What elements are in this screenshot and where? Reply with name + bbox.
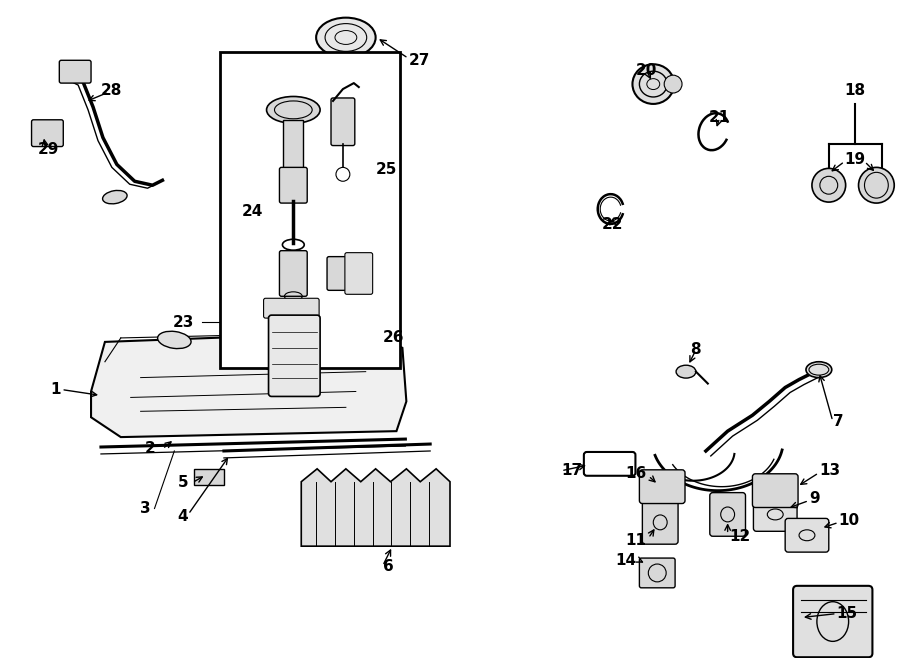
Text: 22: 22	[602, 217, 624, 233]
Text: 19: 19	[844, 152, 865, 167]
Text: 5: 5	[177, 475, 188, 490]
Ellipse shape	[676, 366, 696, 378]
Text: 28: 28	[101, 83, 122, 98]
Text: 10: 10	[839, 513, 860, 528]
FancyBboxPatch shape	[639, 558, 675, 588]
FancyBboxPatch shape	[710, 492, 745, 536]
Polygon shape	[302, 469, 450, 546]
Text: 18: 18	[844, 83, 865, 98]
FancyBboxPatch shape	[268, 315, 320, 397]
Text: 4: 4	[177, 509, 188, 524]
Text: 11: 11	[626, 533, 646, 548]
Text: 23: 23	[173, 315, 194, 330]
FancyBboxPatch shape	[264, 298, 320, 318]
FancyBboxPatch shape	[59, 60, 91, 83]
Text: 9: 9	[809, 491, 820, 506]
Text: 6: 6	[382, 559, 393, 574]
Text: 14: 14	[616, 553, 636, 568]
Circle shape	[859, 167, 895, 203]
Bar	[284, 120, 303, 169]
Ellipse shape	[806, 362, 832, 377]
FancyBboxPatch shape	[643, 500, 678, 544]
Circle shape	[812, 169, 846, 202]
FancyBboxPatch shape	[753, 498, 797, 531]
Ellipse shape	[103, 190, 127, 204]
Ellipse shape	[316, 18, 375, 58]
Ellipse shape	[633, 64, 674, 104]
Text: 1: 1	[50, 382, 61, 397]
Text: 24: 24	[242, 204, 264, 219]
FancyBboxPatch shape	[327, 256, 371, 290]
FancyBboxPatch shape	[279, 251, 307, 296]
Text: 2: 2	[145, 442, 156, 457]
FancyBboxPatch shape	[279, 167, 307, 203]
Text: 13: 13	[819, 463, 840, 479]
Ellipse shape	[158, 331, 191, 348]
FancyBboxPatch shape	[639, 470, 685, 504]
Ellipse shape	[266, 97, 320, 123]
Text: 8: 8	[690, 342, 701, 358]
Text: 7: 7	[832, 414, 843, 429]
FancyBboxPatch shape	[752, 474, 798, 508]
Text: 15: 15	[837, 606, 858, 621]
FancyBboxPatch shape	[331, 98, 355, 145]
FancyBboxPatch shape	[345, 253, 373, 294]
Circle shape	[336, 167, 350, 181]
Text: 16: 16	[626, 466, 646, 481]
FancyBboxPatch shape	[32, 120, 63, 147]
Bar	[194, 469, 224, 485]
FancyBboxPatch shape	[785, 518, 829, 552]
Text: 26: 26	[382, 330, 404, 346]
Text: 3: 3	[140, 501, 150, 516]
Text: 20: 20	[635, 63, 657, 78]
Circle shape	[664, 75, 682, 93]
Text: 29: 29	[38, 142, 58, 157]
Ellipse shape	[257, 343, 315, 373]
Bar	[220, 52, 400, 368]
Text: 25: 25	[375, 162, 397, 177]
Polygon shape	[91, 332, 407, 437]
Text: 21: 21	[709, 110, 730, 126]
Text: 12: 12	[730, 529, 751, 544]
Text: 27: 27	[409, 53, 429, 68]
FancyBboxPatch shape	[793, 586, 872, 657]
Text: 17: 17	[561, 463, 582, 479]
